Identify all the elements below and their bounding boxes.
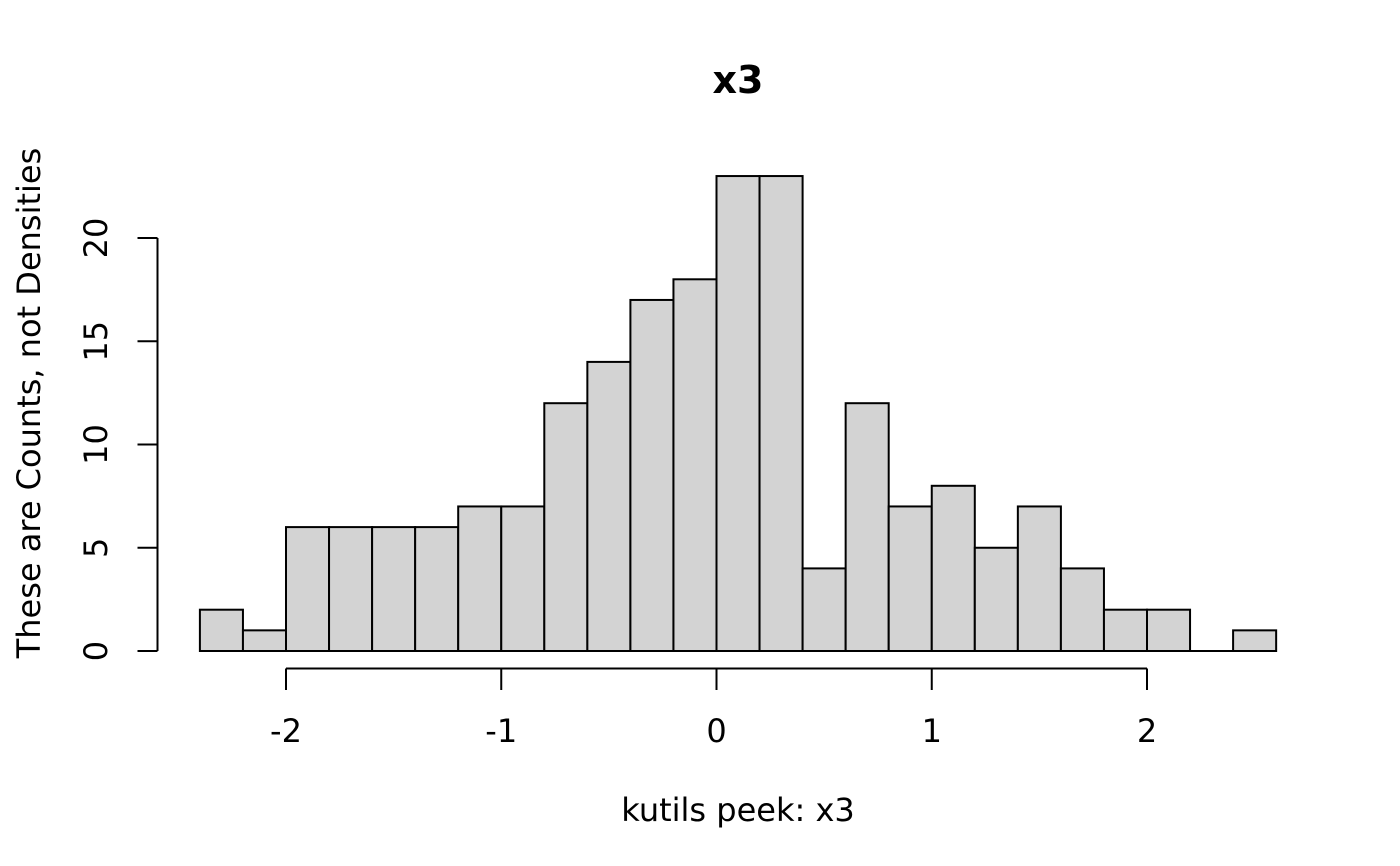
histogram-bar: [543, 402, 589, 653]
histogram-bar: [500, 505, 546, 653]
y-tick-label: 20: [77, 218, 115, 259]
histogram-bar: [801, 567, 847, 653]
histogram-bar: [1059, 567, 1105, 653]
histogram-bar: [973, 546, 1019, 652]
histogram-bar: [1102, 608, 1148, 653]
y-tick-label: 0: [77, 641, 115, 661]
x-tick-label: 2: [1137, 712, 1157, 750]
x-tick-label: 0: [706, 712, 726, 750]
x-tick-label: -2: [270, 712, 302, 750]
histogram-bar: [758, 175, 804, 653]
histogram-bar: [715, 175, 761, 653]
histogram-bar: [1232, 629, 1278, 652]
histogram-bar: [1146, 608, 1192, 653]
histogram-bar: [198, 608, 244, 653]
histogram-bar: [1016, 505, 1062, 653]
x-axis-title: kutils peek: x3: [621, 791, 855, 829]
histogram-bar: [328, 526, 374, 652]
y-tick-label: 15: [77, 321, 115, 362]
chart-title: x3: [712, 58, 764, 102]
histogram-bar: [844, 402, 890, 653]
histogram-bar: [457, 505, 503, 653]
y-tick-label: 5: [77, 538, 115, 558]
histogram-bar: [241, 629, 287, 652]
histogram-bar: [887, 505, 933, 653]
x-tick-label: -1: [485, 712, 517, 750]
histogram-bar: [629, 298, 675, 652]
x-tick-label: 1: [922, 712, 942, 750]
histogram-bar: [930, 484, 976, 652]
histogram-bar: [371, 526, 417, 652]
histogram-bar: [414, 526, 460, 652]
y-tick-label: 10: [77, 424, 115, 465]
histogram-bar: [586, 360, 632, 652]
histogram-bar: [672, 278, 718, 652]
histogram-bar: [285, 526, 331, 652]
